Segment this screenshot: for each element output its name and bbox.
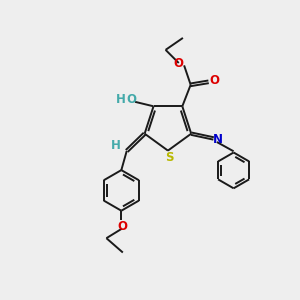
Text: S: S [165,151,174,164]
Text: O: O [174,57,184,70]
Text: O: O [117,220,127,233]
Text: H: H [110,139,120,152]
Text: O: O [209,74,219,87]
Text: O: O [126,93,136,106]
Text: N: N [212,133,223,146]
Text: H: H [116,93,126,106]
